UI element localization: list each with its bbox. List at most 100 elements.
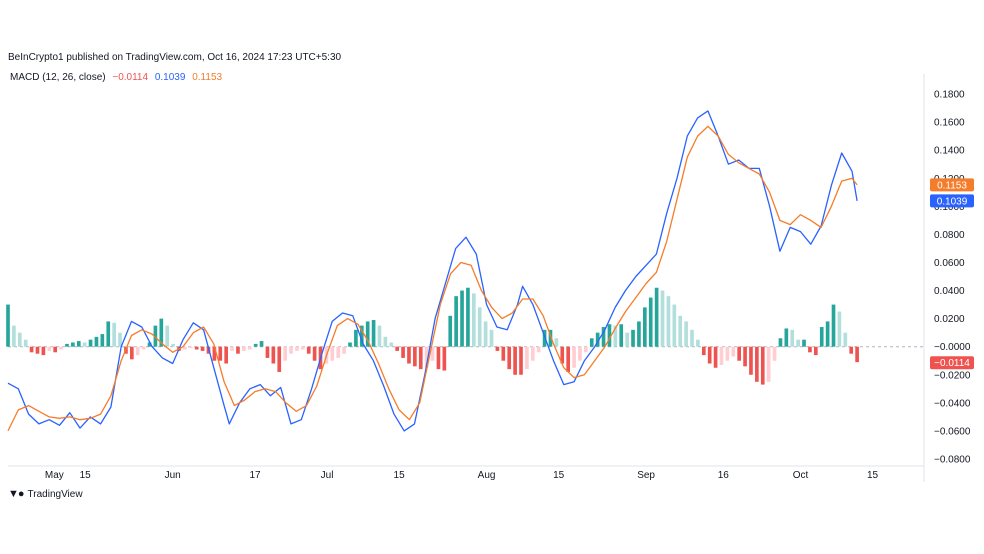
indicator-legend[interactable]: MACD (12, 26, close) −0.0114 0.1039 0.11…: [10, 72, 226, 83]
histogram-bar: [625, 332, 629, 347]
histogram-bar: [790, 329, 795, 347]
histogram-bar: [672, 304, 677, 347]
x-tick-label: Aug: [478, 470, 496, 481]
histogram-bar: [200, 346, 205, 351]
x-tick-label: 15: [80, 470, 92, 481]
histogram-bar: [572, 346, 576, 368]
price-tags: 0.1153 0.1039 −0.0114: [930, 178, 974, 370]
histogram-bar: [424, 346, 429, 368]
histogram-bar: [525, 346, 529, 370]
brand-name: TradingView: [27, 488, 83, 500]
histogram-bar: [365, 321, 370, 347]
x-tick-label: Sep: [637, 470, 655, 481]
y-axis[interactable]: 0.18000.16000.14000.12000.10000.08000.06…: [934, 90, 971, 466]
x-tick-label: May: [45, 470, 64, 481]
histogram-bar: [165, 325, 170, 347]
histogram-bar: [701, 346, 706, 356]
histogram-bar: [6, 304, 10, 347]
y-tick-label: 0.0400: [934, 286, 965, 297]
histogram-bar: [802, 339, 806, 347]
histogram-bar: [589, 338, 594, 347]
histogram-bar: [713, 346, 718, 368]
histogram-bar: [855, 346, 859, 363]
histogram-bar: [755, 346, 759, 382]
histogram-bar: [690, 329, 694, 347]
tradingview-logo-icon: ▼●: [8, 488, 25, 500]
histogram-bar: [271, 346, 276, 364]
histogram-bar: [153, 325, 158, 347]
histogram-bar: [218, 346, 223, 361]
histogram-bar: [106, 321, 111, 347]
histogram-bar: [147, 342, 152, 347]
published-caption: BeInCrypto1 published on TradingView.com…: [8, 52, 342, 63]
histogram-bar: [194, 346, 199, 350]
histogram-bar: [118, 332, 122, 347]
histogram-bar: [613, 325, 618, 347]
histogram-bar: [401, 346, 405, 358]
histogram-bar: [584, 346, 588, 353]
x-axis[interactable]: May 15 Jun 17 Jul 15 Aug 15 Sep 16 Oct 15: [45, 470, 879, 481]
histogram-bar: [831, 304, 836, 347]
histogram-bar: [236, 346, 240, 354]
histogram-bar: [566, 346, 570, 372]
grid-lines: [8, 74, 925, 482]
histogram-bar: [513, 346, 517, 375]
histogram-bar: [684, 321, 688, 347]
histogram-bar: [837, 311, 842, 347]
histogram-bar: [766, 346, 771, 382]
y-tick-label: 0.0800: [934, 230, 965, 241]
histogram-bar: [88, 339, 93, 347]
y-tick-label: 0.0200: [934, 314, 965, 325]
histogram-bar: [100, 334, 105, 347]
histogram-bar: [554, 338, 559, 347]
price-tag-label: −0.0114: [934, 358, 970, 369]
x-tick-label: Jul: [321, 470, 334, 481]
histogram-bar: [471, 293, 476, 347]
histogram-bar: [813, 346, 818, 356]
histogram-bar: [35, 346, 40, 354]
histogram-bar: [666, 296, 671, 347]
histogram-bar: [849, 346, 854, 354]
histogram-bar: [242, 346, 246, 351]
histogram-bar: [477, 307, 482, 347]
histogram-bar: [619, 324, 624, 347]
histogram-bar: [265, 346, 270, 358]
histogram-bar: [383, 336, 388, 347]
histogram-bar: [678, 315, 683, 347]
histogram-bar: [737, 346, 741, 361]
histogram-bar: [507, 346, 512, 370]
histogram-bar: [29, 346, 34, 353]
histogram-bar: [448, 315, 453, 347]
y-tick-label: 0.1800: [934, 90, 965, 101]
histogram-bar: [483, 321, 488, 347]
histogram-bar: [259, 341, 264, 347]
histogram-bar: [129, 346, 134, 360]
histogram-bar: [489, 329, 494, 347]
histogram-bar: [731, 346, 736, 357]
y-tick-label: −0.0400: [934, 398, 971, 409]
histogram-bar: [642, 307, 647, 347]
histogram-bar: [330, 346, 335, 361]
histogram-bar: [141, 346, 146, 350]
price-tag-bg: [930, 178, 974, 192]
tradingview-brand[interactable]: ▼● TradingView: [8, 488, 83, 500]
histogram-bar: [12, 325, 16, 347]
x-tick-label: 15: [553, 470, 565, 481]
histogram-bars: [6, 287, 859, 385]
histogram-bar: [59, 346, 63, 350]
histogram-bar: [277, 346, 282, 372]
y-tick-label: −0.0000: [934, 342, 971, 353]
histogram-bar: [784, 328, 789, 347]
histogram-value: −0.0114: [112, 72, 149, 83]
histogram-bar: [560, 346, 565, 364]
histogram-bar: [23, 339, 28, 347]
histogram-bar: [17, 332, 22, 347]
histogram-bar: [654, 287, 659, 347]
histogram-bar: [224, 346, 228, 364]
histogram-bar: [289, 346, 293, 354]
x-tick-label: 16: [718, 470, 730, 481]
histogram-bar: [407, 346, 411, 364]
histogram-bar: [247, 346, 252, 350]
y-tick-label: −0.0200: [934, 370, 971, 381]
